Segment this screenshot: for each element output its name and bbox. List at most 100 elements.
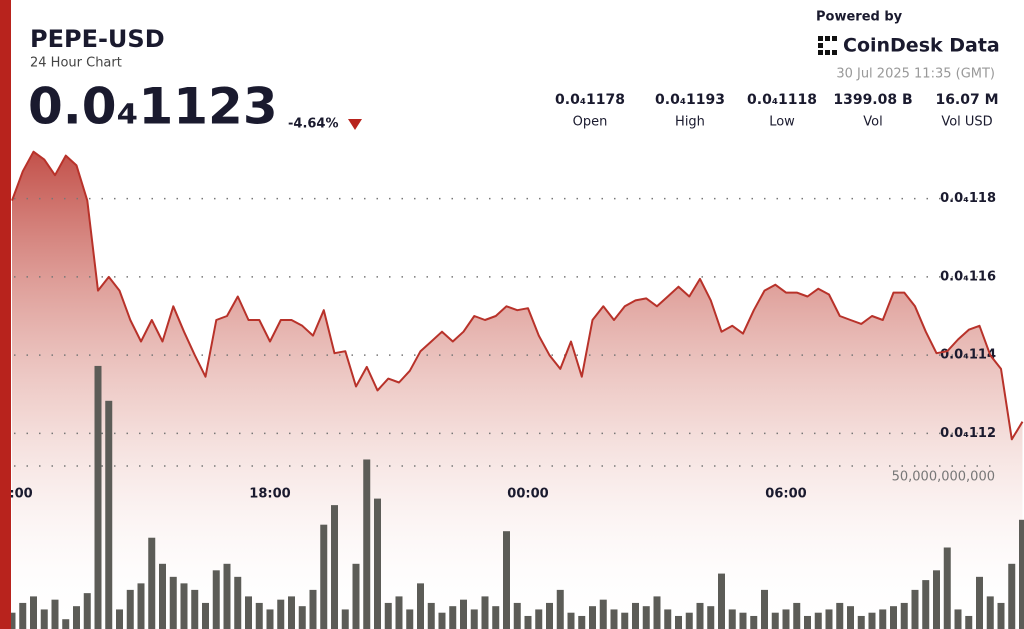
volume-bar: [427, 602, 435, 629]
volume-bar: [1008, 563, 1016, 629]
volume-bar: [406, 609, 414, 629]
volume-bar: [223, 563, 231, 629]
y-tick-label: 0.0₄112: [940, 426, 996, 441]
volume-bar: [578, 615, 586, 629]
stat-value: 16.07 M: [935, 92, 998, 108]
stat-label: Vol USD: [941, 115, 992, 130]
volume-bar: [40, 609, 48, 629]
timestamp: 30 Jul 2025 11:35 (GMT): [836, 67, 995, 82]
volume-bar: [546, 602, 553, 629]
stat-label: Low: [769, 115, 795, 130]
x-tick-label: 00:00: [507, 487, 548, 502]
volume-bar: [105, 400, 113, 629]
volume-bar: [395, 596, 403, 629]
volume-bar: [288, 596, 295, 629]
volume-bar: [621, 612, 629, 629]
volume-bar: [492, 606, 500, 629]
volume-bar: [707, 606, 715, 629]
volume-bar: [449, 606, 457, 629]
volume-bar: [148, 537, 156, 629]
volume-bar: [159, 563, 166, 629]
volume-bar: [19, 602, 27, 629]
volume-bar: [513, 602, 521, 629]
stats: 0.0₄1178 Open 0.0₄1193 High 0.0₄1118 Low 1399.…: [555, 92, 999, 130]
volume-bar: [664, 609, 672, 629]
volume-bar: [384, 602, 392, 629]
volume-bar: [857, 615, 865, 629]
volume-bar: [94, 365, 102, 629]
volume-bar: [632, 602, 639, 629]
volume-bar: [685, 612, 693, 629]
brand-logo: [818, 36, 837, 55]
volume-bar: [352, 563, 360, 629]
down-arrow: [348, 119, 362, 130]
volume-bar: [51, 599, 59, 629]
powered-by: Powered by: [816, 10, 903, 25]
volume-bar: [309, 589, 317, 629]
y-tick-label: 0.0₄114: [940, 348, 996, 363]
x-tick-label: 06:00: [765, 487, 806, 502]
chart-subtitle: 24 Hour Chart: [30, 56, 122, 71]
volume-bar: [696, 602, 704, 629]
volume-bar: [804, 615, 811, 629]
volume-bar: [879, 609, 887, 629]
volume-bar: [331, 505, 338, 629]
volume-bar: [341, 609, 349, 629]
volume-bar: [718, 573, 725, 629]
volume-bar: [900, 602, 908, 629]
volume-bar: [266, 609, 274, 629]
volume-bar: [298, 606, 306, 629]
stat-label: Vol: [863, 115, 882, 130]
volume-bar: [417, 583, 424, 629]
stat-label: Open: [573, 115, 608, 130]
volume-bar: [73, 606, 80, 629]
volume-bar: [567, 612, 575, 629]
volume-bar: [836, 602, 844, 629]
volume-bar: [30, 596, 37, 629]
volume-bar: [277, 599, 285, 629]
volume-bar: [556, 589, 564, 629]
volume-bar: [599, 599, 607, 629]
volume-bar: [653, 596, 661, 629]
volume-bar: [460, 599, 467, 629]
volume-bar: [481, 596, 489, 629]
volume-bar: [965, 615, 973, 629]
volume-bar: [126, 589, 134, 629]
volume-bar: [245, 596, 252, 629]
volume-bar: [191, 589, 199, 629]
volume-bar: [320, 524, 328, 629]
area-fill: [12, 151, 1023, 629]
plot-area: 0.0₄112 0.0₄114 0.0₄116 0.0₄118 50,000,000,0…: [0, 150, 1024, 629]
stat-value: 0.0₄1193: [655, 92, 725, 108]
volume-bar: [890, 606, 897, 629]
volume-bar: [116, 609, 123, 629]
volume-bar: [589, 606, 596, 629]
stat-label: High: [675, 115, 705, 130]
volume-bar: [814, 612, 822, 629]
volume-bar: [825, 609, 833, 629]
volume-bar: [438, 612, 446, 629]
volume-bar: [986, 596, 994, 629]
volume-bar: [524, 615, 532, 629]
volume-bar: [374, 498, 381, 629]
stat-value: 0.0₄1118: [747, 92, 817, 108]
volume-bar: [922, 580, 930, 629]
volume-bar: [642, 606, 650, 629]
volume-bar: [739, 612, 747, 629]
volume-bar: [180, 583, 188, 629]
volume-bar: [675, 615, 682, 629]
volume-bar: [212, 570, 220, 629]
volume-bar: [771, 612, 779, 629]
price-line: [11, 150, 1024, 441]
volume-bar: [976, 576, 983, 629]
brand-name: CoinDesk Data: [843, 35, 1000, 57]
y-tick-label: 0.0₄118: [940, 191, 996, 206]
volume-bar: [868, 612, 876, 629]
current-price: 0.0₄1123: [28, 78, 278, 136]
volume-bar: [793, 602, 801, 629]
price-change: -4.64%: [288, 117, 339, 132]
y-tick-label: 0.0₄116: [940, 269, 996, 284]
volume-bar: [728, 609, 736, 629]
chart-title: PEPE-USD: [30, 25, 165, 53]
